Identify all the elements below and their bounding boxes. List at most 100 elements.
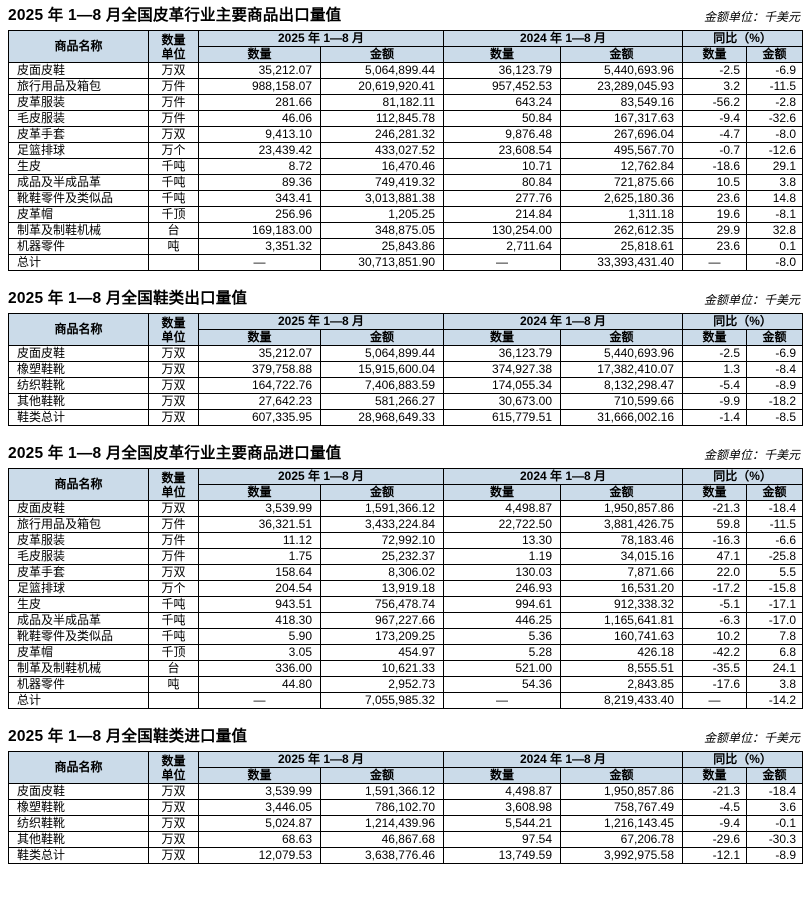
yoy-amount-cell: -17.0 (746, 612, 804, 629)
yoy-amount-cell: 0.1 (746, 238, 804, 255)
unit-cell: 万双 (148, 847, 199, 864)
yoy-amount-cell: -6.9 (746, 62, 804, 79)
col-header-yoy: 同比（%） (682, 751, 804, 768)
yoy-qty-cell: -56.2 (682, 94, 748, 111)
amount-2025-cell: 15,915,600.04 (319, 361, 445, 378)
yoy-qty-cell: -29.6 (682, 831, 748, 848)
amount-2025-cell: 3,638,776.46 (319, 847, 445, 864)
product-name-cell: 皮面皮鞋 (8, 345, 149, 362)
yoy-qty-cell: -18.6 (682, 158, 748, 175)
table-row: 制革及制鞋机械台 336.00 10,621.33 521.00 8,555.51 -35… (8, 660, 804, 677)
amount-2025-cell: 28,968,649.33 (319, 409, 445, 426)
yoy-qty-cell: -9.4 (682, 815, 748, 832)
unit-cell: 千吨 (148, 190, 199, 207)
col-header-unit: 数量 单位 (148, 468, 199, 501)
amount-2024-cell: 8,219,433.40 (560, 692, 684, 709)
unit-note: 金额单位：千美元 (703, 448, 800, 462)
amount-2024-cell: 426.18 (560, 644, 684, 661)
col-header-amount-2025: 金额 (319, 484, 445, 501)
col-header-product: 商品名称 (8, 751, 149, 784)
table-body: 皮面皮鞋 万双 3,539.99 1,591,366.12 4,498.87 1,950,… (8, 783, 804, 864)
yoy-qty-cell: -5.4 (682, 377, 748, 394)
qty-2024-cell: 80.84 (443, 174, 562, 191)
table-row: 皮面皮鞋 万双 35,212.07 5,064,899.44 36,123.79 5,44… (8, 62, 804, 79)
col-header-qty-2025: 数量 (198, 329, 321, 346)
table-body: 皮面皮鞋 万双 35,212.07 5,064,899.44 36,123.79 5,44… (8, 345, 804, 426)
yoy-amount-cell: 3.6 (746, 799, 804, 816)
table-row: 皮面皮鞋 万双 3,539.99 1,591,366.12 4,498.87 1,950,… (8, 500, 804, 517)
yoy-amount-cell: -8.0 (746, 254, 804, 271)
yoy-amount-cell: -11.5 (746, 516, 804, 533)
unit-cell: 万双 (148, 815, 199, 832)
qty-2024-cell: 3,608.98 (443, 799, 562, 816)
yoy-amount-cell: 32.8 (746, 222, 804, 239)
yoy-qty-cell: 23.6 (682, 190, 748, 207)
table-row: 毛皮服装 万件 46.06 112,845.78 50.84 167,317.63 -9.4… (8, 110, 804, 127)
amount-2025-cell: 756,478.74 (319, 596, 445, 613)
qty-2024-cell: 957,452.53 (443, 78, 562, 95)
amount-2025-cell: 1,205.25 (319, 206, 445, 223)
yoy-qty-cell: 10.2 (682, 628, 748, 645)
col-header-yoy: 同比（%） (682, 313, 804, 330)
yoy-qty-cell: -0.7 (682, 142, 748, 159)
unit-cell: 万个 (148, 580, 199, 597)
yoy-amount-cell: -6.6 (746, 532, 804, 549)
qty-2024-cell: 277.76 (443, 190, 562, 207)
col-header-product: 商品名称 (8, 468, 149, 501)
qty-2024-cell: 9,876.48 (443, 126, 562, 143)
data-table: 商品名称 数量 单位 2025 年 1—8 月 2024 年 1—8 月 同比（… (8, 751, 804, 864)
yoy-amount-cell: -6.9 (746, 345, 804, 362)
qty-2025-cell: 9,413.10 (198, 126, 321, 143)
qty-2025-cell: 27,642.23 (198, 393, 321, 410)
qty-2025-cell: 281.66 (198, 94, 321, 111)
amount-2024-cell: 160,741.63 (560, 628, 684, 645)
qty-2024-cell: 10.71 (443, 158, 562, 175)
amount-2025-cell: 20,619,920.41 (319, 78, 445, 95)
product-name-cell: 皮革手套 (8, 126, 149, 143)
amount-2025-cell: 786,102.70 (319, 799, 445, 816)
title-row: 2025 年 1—8 月全国鞋类出口量值 金额单位：千美元 (8, 286, 802, 308)
product-name-cell: 靴鞋零件及类似品 (8, 190, 149, 207)
section-footwear-export: 2025 年 1—8 月全国鞋类出口量值 金额单位：千美元 商品名称 数量 单位… (8, 286, 804, 426)
product-name-cell: 皮革服装 (8, 94, 149, 111)
col-header-period-2025: 2025 年 1—8 月 (197, 468, 445, 485)
amount-2025-cell: 30,713,851.90 (319, 254, 445, 271)
qty-2025-cell: 158.64 (198, 564, 321, 581)
yoy-amount-cell: 7.8 (746, 628, 804, 645)
amount-2024-cell: 710,599.66 (560, 393, 684, 410)
table-body: 皮面皮鞋 万双 3,539.99 1,591,366.12 4,498.87 1,950,… (8, 500, 804, 709)
amount-2024-cell: 3,881,426.75 (560, 516, 684, 533)
qty-2025-cell: 164,722.76 (198, 377, 321, 394)
unit-cell: 万件 (148, 516, 199, 533)
table-row: 机器零件吨 44.80 2,952.73 54.36 2,843.85 -17.6 3.8 (8, 676, 804, 693)
product-name-cell: 生皮 (8, 158, 149, 175)
yoy-amount-cell: -25.8 (746, 548, 804, 565)
table-row: 鞋类总计 万双 12,079.53 3,638,776.46 13,749.59 3,99… (8, 847, 804, 864)
unit-cell: 万双 (148, 62, 199, 79)
col-header-qty-2025: 数量 (198, 484, 321, 501)
unit-cell: 万双 (148, 500, 199, 517)
qty-2025-cell: 256.96 (198, 206, 321, 223)
unit-cell: 万双 (148, 126, 199, 143)
col-header-yoy: 同比（%） (682, 30, 804, 47)
amount-2024-cell: 3,992,975.58 (560, 847, 684, 864)
col-header-period-2025: 2025 年 1—8 月 (197, 30, 445, 47)
product-name-cell: 皮面皮鞋 (8, 500, 149, 517)
amount-2024-cell: 23,289,045.93 (560, 78, 684, 95)
product-name-cell: 毛皮服装 (8, 110, 149, 127)
unit-cell: 台 (148, 660, 199, 677)
qty-2024-cell: 5.28 (443, 644, 562, 661)
table-row: 制革及制鞋机械台 169,183.00 348,875.05 130,254.00 26… (8, 222, 804, 239)
qty-2025-cell: 418.30 (198, 612, 321, 629)
product-name-cell: 总计 (8, 692, 149, 709)
qty-2024-cell: 246.93 (443, 580, 562, 597)
yoy-qty-cell: 23.6 (682, 238, 748, 255)
table-head: 商品名称 数量 单位 2025 年 1—8 月 2024 年 1—8 月 同比（… (8, 30, 804, 63)
amount-2024-cell: 1,950,857.86 (560, 500, 684, 517)
table-row: 足篮排球 万个 204.54 13,919.18 246.93 16,531.20 -17.… (8, 580, 804, 597)
qty-2025-cell: 3.05 (198, 644, 321, 661)
yoy-qty-cell: -17.2 (682, 580, 748, 597)
col-header-unit: 数量 单位 (148, 313, 199, 346)
qty-2025-cell: 68.63 (198, 831, 321, 848)
table-row: 总计 —7,055,985.32—8,219,433.40— -14.2 (8, 692, 804, 709)
